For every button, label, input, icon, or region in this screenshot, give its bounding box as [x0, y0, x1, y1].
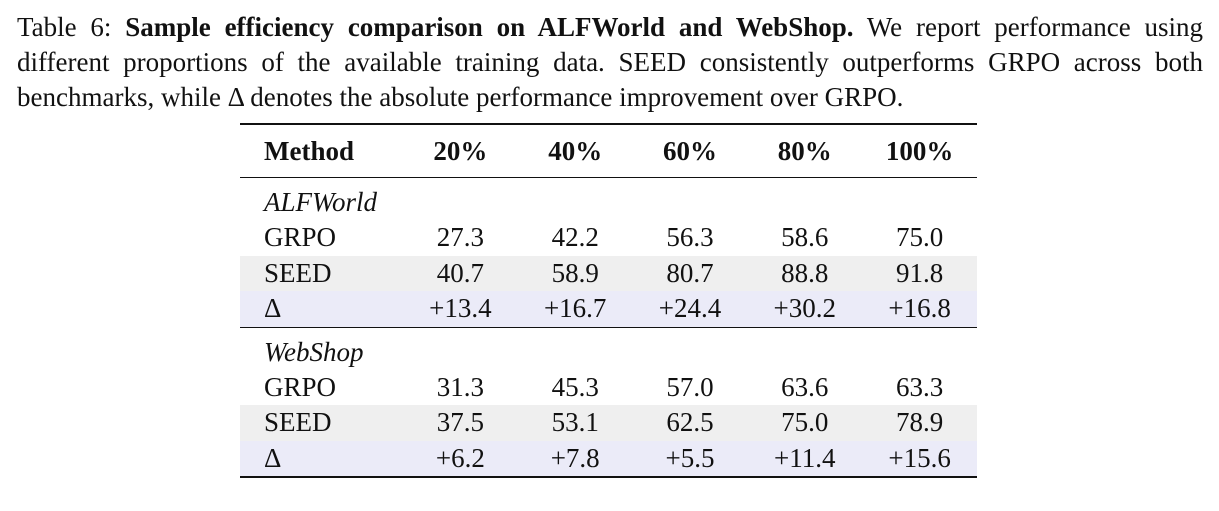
value-cell: +24.4 — [632, 291, 748, 327]
header-80pct: 80% — [777, 135, 832, 166]
value-cell: +11.4 — [747, 440, 863, 477]
header-60pct: 60% — [662, 135, 717, 166]
table-caption: Table 6: Sample efficiency comparison on… — [17, 10, 1203, 115]
header-40pct: 40% — [548, 135, 603, 166]
method-cell: SEED — [240, 255, 403, 291]
value-cell: 63.3 — [862, 369, 977, 405]
value-cell: 56.3 — [632, 220, 748, 256]
value-cell: 45.3 — [517, 369, 633, 405]
value-cell: +15.6 — [862, 440, 977, 477]
section-label-alfworld: ALFWorld — [264, 187, 378, 217]
section-row-alfworld: ALFWorld — [240, 178, 977, 221]
caption-title: Sample efficiency comparison on ALFWorld… — [125, 12, 854, 42]
table-row: GRPO 27.3 42.2 56.3 58.6 75.0 — [240, 220, 977, 256]
section-row-webshop: WebShop — [240, 327, 977, 370]
value-cell: 58.9 — [517, 255, 633, 291]
table-row: Δ +13.4 +16.7 +24.4 +30.2 +16.8 — [240, 291, 977, 327]
value-cell: 88.8 — [747, 255, 863, 291]
value-cell: 75.0 — [747, 405, 863, 441]
table-row: Δ +6.2 +7.8 +5.5 +11.4 +15.6 — [240, 440, 977, 477]
method-cell: SEED — [240, 405, 403, 441]
value-cell: 80.7 — [632, 255, 748, 291]
value-cell: 27.3 — [403, 220, 518, 256]
table-row: SEED 40.7 58.9 80.7 88.8 91.8 — [240, 255, 977, 291]
section-label-webshop: WebShop — [264, 336, 364, 367]
method-cell: Δ — [240, 291, 403, 327]
value-cell: 63.6 — [747, 369, 863, 405]
value-cell: 57.0 — [632, 369, 748, 405]
sample-efficiency-table: Method 20% 40% 60% 80% 100% ALFWorld GRP… — [240, 123, 977, 478]
value-cell: +16.8 — [862, 291, 977, 327]
header-row: Method 20% 40% 60% 80% 100% — [240, 124, 977, 178]
value-cell: 62.5 — [632, 405, 748, 441]
results-table-container: Method 20% 40% 60% 80% 100% ALFWorld GRP… — [240, 123, 977, 478]
value-cell: +7.8 — [517, 440, 633, 477]
value-cell: +6.2 — [403, 440, 518, 477]
header-100pct: 100% — [885, 135, 954, 166]
value-cell: 40.7 — [403, 255, 518, 291]
header-method: Method — [264, 135, 354, 166]
caption-text: We report performance using different pr… — [17, 12, 1204, 112]
method-cell: GRPO — [240, 369, 403, 405]
value-cell: 91.8 — [862, 255, 977, 291]
value-cell: 78.9 — [862, 405, 977, 441]
value-cell: +5.5 — [632, 440, 748, 477]
value-cell: 37.5 — [403, 405, 518, 441]
table-row: GRPO 31.3 45.3 57.0 63.6 63.3 — [240, 369, 977, 405]
table-row: SEED 37.5 53.1 62.5 75.0 78.9 — [240, 405, 977, 441]
caption-label: Table 6: — [17, 12, 126, 42]
value-cell: 75.0 — [862, 220, 977, 256]
value-cell: +30.2 — [747, 291, 863, 327]
value-cell: 58.6 — [747, 220, 863, 256]
value-cell: +16.7 — [517, 291, 633, 327]
value-cell: 31.3 — [403, 369, 518, 405]
method-cell: GRPO — [240, 220, 403, 256]
value-cell: +13.4 — [403, 291, 518, 327]
method-cell: Δ — [240, 440, 403, 477]
header-20pct: 20% — [433, 135, 488, 166]
value-cell: 53.1 — [517, 405, 633, 441]
value-cell: 42.2 — [517, 220, 633, 256]
